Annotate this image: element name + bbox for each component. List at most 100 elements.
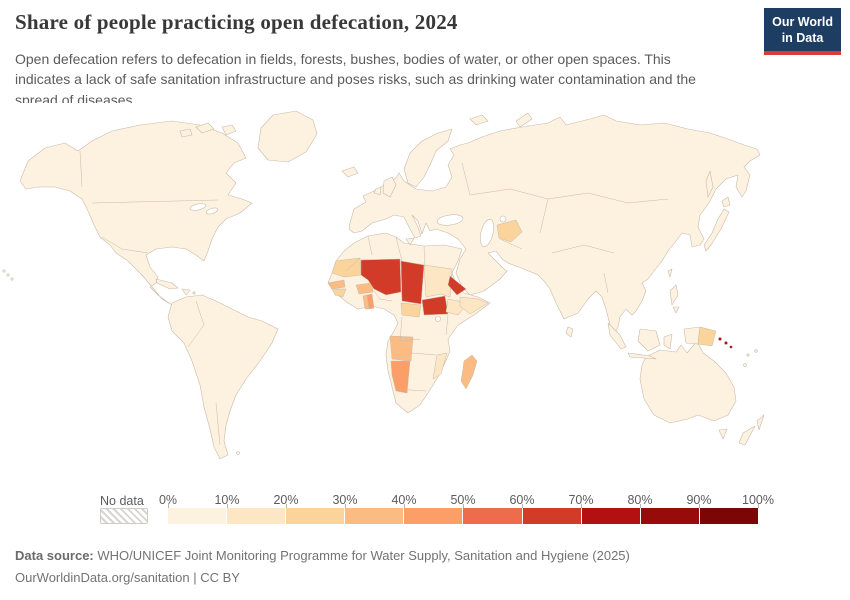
legend-bin-10-20[interactable] bbox=[227, 508, 286, 524]
country-solomon-islands-1[interactable] bbox=[718, 337, 722, 341]
country-angola[interactable] bbox=[389, 335, 414, 362]
island-new-guinea-west[interactable] bbox=[683, 326, 701, 345]
island-new-zealand-north[interactable] bbox=[756, 414, 765, 431]
legend-no-data-label: No data bbox=[100, 494, 144, 508]
island-sakhalin[interactable] bbox=[705, 170, 714, 198]
island-taiwan[interactable] bbox=[667, 268, 673, 278]
island-tasmania[interactable] bbox=[718, 428, 728, 440]
legend-tick-10: 10% bbox=[214, 493, 240, 507]
country-chad[interactable] bbox=[400, 260, 425, 305]
legend-tick-30: 30% bbox=[332, 493, 358, 507]
country-afghanistan[interactable] bbox=[496, 219, 523, 243]
legend-tick-mark bbox=[758, 504, 759, 508]
island-arctic-canada-3[interactable] bbox=[179, 128, 193, 138]
country-sudan[interactable] bbox=[423, 264, 453, 298]
legend-bin-50-60[interactable] bbox=[463, 508, 522, 524]
island-new-caledonia[interactable] bbox=[743, 363, 747, 367]
country-madagascar[interactable] bbox=[460, 354, 478, 390]
legend-tick-60: 60% bbox=[509, 493, 535, 507]
island-new-zealand-south[interactable] bbox=[738, 425, 756, 446]
legend-tick-mark bbox=[581, 504, 582, 508]
legend-tick-70: 70% bbox=[568, 493, 594, 507]
legend-bin-40-50[interactable] bbox=[404, 508, 463, 524]
country-mozambique[interactable] bbox=[432, 352, 448, 380]
chart-footer: Data source: WHO/UNICEF Joint Monitoring… bbox=[15, 548, 630, 585]
island-sumatra[interactable] bbox=[607, 322, 627, 350]
island-cuba[interactable] bbox=[155, 278, 179, 290]
island-philippines[interactable] bbox=[669, 284, 679, 306]
great-lakes-west bbox=[189, 203, 207, 211]
country-niger[interactable] bbox=[360, 258, 402, 296]
legend-bin-0-10[interactable] bbox=[168, 508, 227, 524]
legend-tick-mark bbox=[168, 504, 169, 508]
island-fiji[interactable] bbox=[754, 349, 758, 353]
country-senegal[interactable] bbox=[327, 279, 346, 290]
island-hawaii-1[interactable] bbox=[2, 269, 6, 273]
country-eritrea[interactable] bbox=[447, 275, 467, 296]
data-source-label: Data source: bbox=[15, 548, 94, 563]
legend-bin-80-90[interactable] bbox=[640, 508, 699, 524]
legend-bin-70-80[interactable] bbox=[581, 508, 640, 524]
landmass-australia[interactable] bbox=[639, 340, 737, 424]
legend-tick-mark bbox=[345, 504, 346, 508]
island-mindanao[interactable] bbox=[672, 306, 680, 314]
island-hispaniola[interactable] bbox=[181, 288, 191, 296]
country-guinea[interactable] bbox=[331, 288, 347, 298]
island-puerto-rico[interactable] bbox=[192, 291, 196, 295]
island-hawaii-3[interactable] bbox=[10, 277, 14, 281]
island-borneo[interactable] bbox=[637, 328, 661, 352]
landmasses bbox=[2, 110, 765, 460]
choropleth-countries bbox=[327, 219, 733, 394]
island-great-britain[interactable] bbox=[382, 176, 397, 198]
legend-bin-20-30[interactable] bbox=[286, 508, 345, 524]
island-arctic-canada-2[interactable] bbox=[221, 124, 237, 136]
owid-logo[interactable]: Our World in Data bbox=[764, 8, 841, 55]
legend-color-bar bbox=[168, 508, 758, 524]
island-vanuatu[interactable] bbox=[746, 353, 750, 357]
legend-tick-90: 90% bbox=[686, 493, 712, 507]
island-ireland[interactable] bbox=[373, 186, 382, 196]
legend-tick-mark bbox=[286, 504, 287, 508]
island-japan[interactable] bbox=[703, 208, 730, 252]
legend-tick-100: 100% bbox=[742, 493, 774, 507]
caspian-sea bbox=[479, 219, 495, 247]
data-source-line: Data source: WHO/UNICEF Joint Monitoring… bbox=[15, 548, 630, 563]
landmass-eurasia[interactable] bbox=[348, 114, 761, 336]
landmass-greenland[interactable] bbox=[257, 110, 318, 163]
island-sulawesi[interactable] bbox=[663, 333, 673, 350]
owid-sanitation-link[interactable]: OurWorldinData.org/sanitation bbox=[15, 570, 190, 585]
owid-logo-accent-bar bbox=[764, 50, 841, 55]
island-sri-lanka[interactable] bbox=[565, 326, 574, 338]
country-solomon-islands-3[interactable] bbox=[729, 345, 733, 349]
island-hokkaido[interactable] bbox=[721, 196, 731, 208]
legend-no-data: No data bbox=[100, 494, 148, 524]
country-namibia[interactable] bbox=[390, 360, 411, 394]
island-svalbard[interactable] bbox=[469, 114, 489, 126]
license-line: OurWorldinData.org/sanitation | CC BY bbox=[15, 570, 630, 585]
owid-logo-line2: in Data bbox=[781, 31, 824, 46]
legend-bin-90-100[interactable] bbox=[699, 508, 758, 524]
island-sicily[interactable] bbox=[405, 237, 415, 246]
island-iceland[interactable] bbox=[341, 166, 359, 178]
landmass-scandinavia[interactable] bbox=[403, 128, 453, 188]
legend-bin-60-70[interactable] bbox=[522, 508, 581, 524]
world-map bbox=[0, 103, 850, 483]
country-somalia[interactable] bbox=[459, 296, 489, 315]
legend-no-data-swatch[interactable] bbox=[100, 508, 148, 524]
landmass-south-america[interactable] bbox=[167, 294, 279, 460]
legend-bin-30-40[interactable] bbox=[345, 508, 404, 524]
country-mauritania[interactable] bbox=[331, 257, 362, 278]
island-falkland[interactable] bbox=[236, 451, 240, 455]
island-hawaii-2[interactable] bbox=[6, 273, 10, 277]
country-central-african-republic[interactable] bbox=[400, 302, 422, 318]
country-solomon-islands-2[interactable] bbox=[724, 341, 728, 345]
landmass-north-america[interactable] bbox=[19, 120, 253, 306]
owid-logo-line1: Our World bbox=[772, 15, 833, 29]
country-benin[interactable] bbox=[366, 293, 375, 310]
island-novaya-zemlya[interactable] bbox=[515, 112, 533, 128]
island-arctic-canada-1[interactable] bbox=[195, 122, 215, 134]
country-burkina-faso[interactable] bbox=[355, 282, 374, 295]
country-papua-new-guinea[interactable] bbox=[697, 326, 717, 347]
island-java[interactable] bbox=[627, 352, 657, 360]
country-south-sudan[interactable] bbox=[421, 295, 449, 316]
